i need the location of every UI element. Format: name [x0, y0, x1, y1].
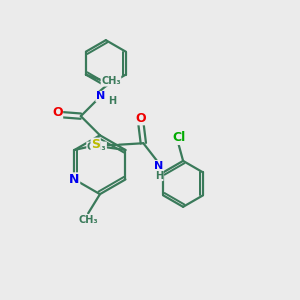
Text: CH₃: CH₃ — [87, 142, 106, 152]
Text: CH₃: CH₃ — [78, 215, 98, 225]
Text: O: O — [52, 106, 63, 119]
Text: Cl: Cl — [172, 131, 185, 144]
Text: O: O — [135, 112, 146, 125]
Text: CH₃: CH₃ — [101, 76, 121, 86]
Text: N: N — [69, 173, 80, 186]
Text: N: N — [96, 92, 105, 101]
Text: H: H — [108, 96, 116, 106]
Text: S: S — [91, 138, 100, 151]
Text: H: H — [155, 171, 163, 181]
Text: N: N — [154, 160, 164, 171]
